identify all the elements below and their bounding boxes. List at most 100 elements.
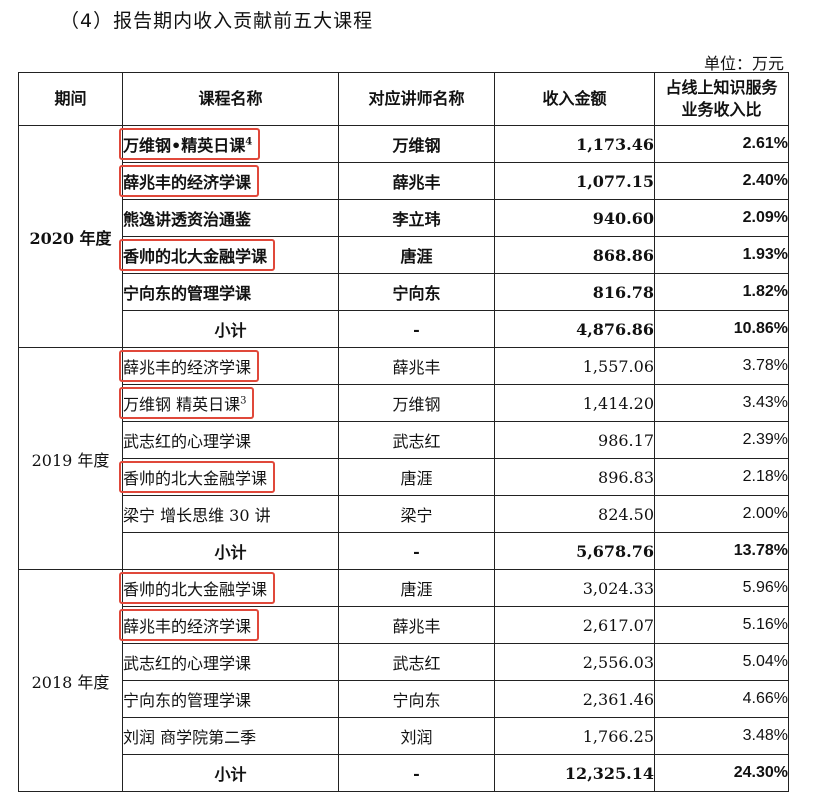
course-name-cell: 薛兆丰的经济学课 <box>119 162 339 200</box>
course-name-wrap: 武志红的心理学课 <box>123 432 251 451</box>
table-row: 万维钢 精英日课3 万维钢 1,414.20 3.43% <box>19 384 789 422</box>
highlight-box: 薛兆丰的经济学课 <box>119 350 260 382</box>
amount-cell: 1,173.46 <box>494 125 655 163</box>
highlight-box: 薛兆丰的经济学课 <box>119 165 260 197</box>
table-row: 梁宁 增长思维 30 讲 梁宁 824.50 2.00% <box>19 495 789 533</box>
course-name-cell: 宁向东的管理学课 <box>122 680 339 718</box>
course-name: 薛兆丰的经济学课 <box>123 173 252 192</box>
subtotal-ratio: 13.78% <box>654 532 789 570</box>
ratio-cell: 2.39% <box>654 421 789 459</box>
section-heading: （4）报告期内收入贡献前五大课程 <box>60 10 374 32</box>
subtotal-teacher: - <box>338 754 495 792</box>
top-courses-table: 期间 课程名称 对应讲师名称 收入金额 占线上知识服务 业务收入比 2020 年… <box>18 72 789 792</box>
amount-cell: 1,077.15 <box>494 162 655 200</box>
course-name: 刘润 商学院第二季 <box>123 728 257 747</box>
course-name-wrap: 宁向东的管理学课 <box>123 691 251 710</box>
teacher-cell: 唐涯 <box>338 236 495 274</box>
unit-label: 单位：万元 <box>703 54 784 73</box>
course-name-cell: 香帅的北大金融学课 <box>119 569 339 607</box>
subtotal-ratio: 10.86% <box>654 310 789 348</box>
footnote-marker: 4 <box>245 136 253 148</box>
ratio-cell: 1.93% <box>654 236 789 274</box>
teacher-cell: 薛兆丰 <box>338 347 495 385</box>
course-name-cell: 香帅的北大金融学课 <box>119 236 339 274</box>
highlight-box: 薛兆丰的经济学课 <box>119 609 260 641</box>
teacher-cell: 宁向东 <box>338 273 495 311</box>
ratio-cell: 2.00% <box>654 495 789 533</box>
course-name: 万维钢 精英日课 <box>123 395 241 414</box>
ratio-cell: 3.48% <box>654 717 789 755</box>
teacher-cell: 李立玮 <box>338 199 495 237</box>
period-cell: 2018 年度 <box>18 569 123 792</box>
course-name-wrap: 刘润 商学院第二季 <box>123 728 256 747</box>
course-name: 宁向东的管理学课 <box>123 284 252 303</box>
course-name: 香帅的北大金融学课 <box>123 469 268 488</box>
course-name: 薛兆丰的经济学课 <box>123 358 252 377</box>
teacher-cell: 万维钢 <box>338 125 495 163</box>
course-name-cell: 武志红的心理学课 <box>122 643 339 681</box>
course-name: 梁宁 增长思维 30 讲 <box>123 506 271 525</box>
course-name-cell: 香帅的北大金融学课 <box>119 458 339 496</box>
course-name-cell: 武志红的心理学课 <box>122 421 339 459</box>
table-row: 2020 年度 万维钢•精英日课4 万维钢 1,173.46 2.61% <box>18 125 789 348</box>
subtotal-amount: 12,325.14 <box>494 754 655 792</box>
course-name: 香帅的北大金融学课 <box>123 247 268 266</box>
course-name-cell: 薛兆丰的经济学课 <box>119 347 339 385</box>
col-header-ratio-line2: 业务收入比 <box>681 100 762 119</box>
course-name-wrap: 武志红的心理学课 <box>123 654 251 673</box>
col-header-teacher: 对应讲师名称 <box>338 72 495 126</box>
table-row: 宁向东的管理学课 宁向东 2,361.46 4.66% <box>19 680 789 718</box>
teacher-cell: 唐涯 <box>338 569 495 607</box>
teacher-cell: 薛兆丰 <box>338 606 495 644</box>
amount-cell: 824.50 <box>494 495 655 533</box>
amount-cell: 3,024.33 <box>494 569 655 607</box>
course-name: 宁向东的管理学课 <box>123 691 252 710</box>
table-row: 宁向东的管理学课 宁向东 816.78 1.82% <box>19 273 789 311</box>
col-header-ratio: 占线上知识服务 业务收入比 <box>654 72 789 126</box>
teacher-cell: 唐涯 <box>338 458 495 496</box>
course-name-cell: 万维钢•精英日课4 <box>119 125 339 163</box>
teacher-cell: 刘润 <box>338 717 495 755</box>
subtotal-label: 小计 <box>122 310 339 348</box>
table-row: 香帅的北大金融学课 唐涯 868.86 1.93% <box>19 236 789 274</box>
ratio-cell: 4.66% <box>654 680 789 718</box>
table-row: 武志红的心理学课 武志红 2,556.03 5.04% <box>19 643 789 681</box>
teacher-cell: 宁向东 <box>338 680 495 718</box>
course-name-cell: 薛兆丰的经济学课 <box>119 606 339 644</box>
ratio-cell: 5.96% <box>654 569 789 607</box>
table-row: 刘润 商学院第二季 刘润 1,766.25 3.48% <box>19 717 789 755</box>
table-row: 薛兆丰的经济学课 薛兆丰 2,617.07 5.16% <box>19 606 789 644</box>
subtotal-amount: 4,876.86 <box>494 310 655 348</box>
course-name: 万维钢•精英日课 <box>123 136 246 155</box>
course-name-cell: 万维钢 精英日课3 <box>119 384 339 422</box>
table-header-row: 期间 课程名称 对应讲师名称 收入金额 占线上知识服务 业务收入比 <box>18 72 789 126</box>
course-name-cell: 熊逸讲透资治通鉴 <box>122 199 339 237</box>
highlight-box: 香帅的北大金融学课 <box>119 239 276 271</box>
amount-cell: 1,557.06 <box>494 347 655 385</box>
ratio-cell: 2.18% <box>654 458 789 496</box>
course-name-cell: 刘润 商学院第二季 <box>122 717 339 755</box>
ratio-cell: 5.16% <box>654 606 789 644</box>
amount-cell: 816.78 <box>494 273 655 311</box>
subtotal-row: 小计 -5,678.76 13.78% <box>19 532 789 570</box>
subtotal-ratio: 24.30% <box>654 754 789 792</box>
amount-cell: 868.86 <box>494 236 655 274</box>
table-row: 香帅的北大金融学课 唐涯 896.83 2.18% <box>19 458 789 496</box>
ratio-cell: 2.40% <box>654 162 789 200</box>
table-body: 2020 年度 万维钢•精英日课4 万维钢 1,173.46 2.61% 薛兆丰的经济学课… <box>18 125 789 792</box>
period-cell: 2020 年度 <box>18 125 123 348</box>
course-name: 武志红的心理学课 <box>123 432 252 451</box>
ratio-cell: 1.82% <box>654 273 789 311</box>
amount-cell: 2,361.46 <box>494 680 655 718</box>
amount-cell: 940.60 <box>494 199 655 237</box>
col-header-amount: 收入金额 <box>494 72 655 126</box>
teacher-cell: 梁宁 <box>338 495 495 533</box>
table-row: 2018 年度 香帅的北大金融学课 唐涯 3,024.33 5.96% <box>18 569 789 792</box>
amount-cell: 1,766.25 <box>494 717 655 755</box>
course-name-cell: 梁宁 增长思维 30 讲 <box>122 495 339 533</box>
amount-cell: 2,556.03 <box>494 643 655 681</box>
highlight-box: 万维钢•精英日课4 <box>119 128 261 160</box>
amount-cell: 1,414.20 <box>494 384 655 422</box>
teacher-cell: 武志红 <box>338 421 495 459</box>
col-header-period: 期间 <box>18 72 123 126</box>
